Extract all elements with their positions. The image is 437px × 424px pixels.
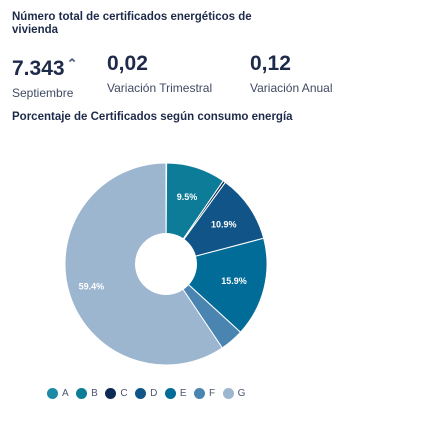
legend-dot-icon [164,387,176,399]
arrow-up-icon: ⌃ [66,56,78,71]
legend-item-e[interactable]: E [164,387,187,399]
stat-september: 7.343 ⌃ Septiembre [12,52,77,100]
legend-item-g[interactable]: G [222,387,246,399]
legend-label: E [179,387,187,399]
legend-item-f[interactable]: F [193,387,216,399]
legend-dot-icon [47,387,58,399]
donut-hole [135,233,197,295]
stat-value: 0,02 [107,52,148,75]
pie-chart: 9.5% 10.9% 15.9% 59.4% [64,162,268,366]
legend-label: F [208,387,216,399]
stat-label: Variación Trimestral [107,81,213,95]
chart-title: Porcentaje de Certificados según consumo… [12,111,293,123]
legend-dot-icon [105,387,117,399]
slice-label-d: 10.9% [211,219,237,229]
legend-label: D [150,387,158,399]
legend-dot-icon [222,387,234,399]
legend-dot-icon [135,387,147,399]
legend-dot-icon [76,387,88,399]
legend-dot-icon [193,387,205,399]
legend-label: C [120,387,129,399]
stat-label: Variación Anual [250,81,333,95]
legend-label: B [91,387,99,399]
stat-value: 0,12 [250,52,291,75]
legend-item-b[interactable]: B [76,387,99,399]
pie-slice-d[interactable] [164,181,265,265]
stat-value: 7.343 ⌃ [12,56,78,80]
certificates-total-title: Número total de certificados energéticos… [12,11,252,36]
legend-item-a[interactable]: A [47,387,70,399]
chart-legend: A B C D E F G [47,385,253,401]
stats-row: 7.343 ⌃ Septiembre 0,02 Variación Trimest… [12,52,432,102]
slice-label-e: 15.9% [221,276,247,286]
stat-quarterly-variation: 0,02 Variación Trimestral [107,52,212,95]
legend-label: G [237,387,246,399]
slice-label-g: 59.4% [79,282,105,292]
stat-label: Septiembre [12,86,74,100]
legend-item-d[interactable]: D [135,387,158,399]
legend-label: A [62,387,70,399]
slice-label-b: 9.5% [177,192,198,202]
legend-item-c[interactable]: C [105,387,129,399]
stat-annual-variation: 0,12 Variación Anual [250,52,333,95]
